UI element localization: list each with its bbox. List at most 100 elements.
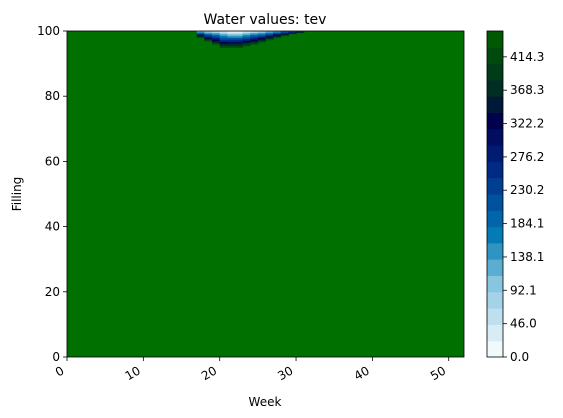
heatmap-cell bbox=[204, 39, 213, 42]
heatmap-cell bbox=[212, 37, 221, 40]
heatmap-cell bbox=[219, 33, 228, 36]
heatmap-cell bbox=[204, 34, 213, 37]
heatmap-cell bbox=[242, 36, 251, 39]
heatmap-cell bbox=[219, 39, 228, 42]
heatmap-cell bbox=[273, 31, 282, 33]
heatmap-cell bbox=[273, 31, 282, 34]
colorbar-frame bbox=[486, 30, 504, 358]
heatmap-cell bbox=[219, 43, 228, 46]
heatmap-cell bbox=[204, 35, 213, 38]
x-tick-label: 0 bbox=[53, 363, 67, 379]
heatmap-cell bbox=[250, 37, 259, 40]
heatmap-cell bbox=[250, 34, 259, 37]
heatmap-cell bbox=[227, 33, 236, 36]
heatmap-cell bbox=[250, 35, 259, 39]
colorbar-tick-label: 368.3 bbox=[510, 83, 544, 97]
heatmap-background bbox=[67, 31, 464, 357]
heatmap-cell bbox=[242, 38, 251, 41]
y-tick-label: 40 bbox=[45, 220, 60, 234]
heatmap-cell bbox=[227, 37, 236, 40]
heatmap-cell bbox=[257, 40, 267, 43]
colorbar-segment bbox=[487, 226, 503, 244]
heatmap-cell bbox=[204, 33, 213, 36]
colorbar-segment bbox=[487, 63, 503, 81]
colorbar-segment bbox=[487, 145, 503, 162]
heatmap-cell bbox=[257, 36, 267, 39]
x-tick-label: 10 bbox=[123, 363, 143, 383]
heatmap-cell bbox=[242, 40, 251, 43]
y-tick-label: 100 bbox=[37, 24, 60, 38]
heatmap-cell bbox=[250, 42, 259, 45]
heatmap-cell bbox=[242, 32, 251, 36]
x-tick-label: 20 bbox=[199, 363, 219, 383]
heatmap-cell bbox=[227, 41, 236, 44]
chart-title: Water values: tev bbox=[204, 12, 327, 28]
y-tick-label: 20 bbox=[45, 285, 60, 299]
heatmap-cell bbox=[212, 34, 221, 37]
heatmap-cell bbox=[196, 32, 206, 35]
heatmap-cell bbox=[196, 31, 206, 34]
heatmap-cell bbox=[265, 32, 274, 34]
colorbar-tick-label: 230.2 bbox=[510, 183, 544, 197]
heatmap-cell bbox=[265, 31, 274, 33]
heatmap-cell bbox=[219, 45, 228, 48]
heatmap-cell bbox=[234, 43, 244, 46]
heatmap-cell bbox=[219, 37, 228, 40]
heatmap-cell bbox=[250, 40, 259, 44]
heatmap-cell bbox=[273, 36, 282, 39]
heatmap-cell bbox=[257, 32, 267, 35]
heatmap-cell bbox=[212, 40, 221, 44]
heatmap-cell bbox=[234, 45, 244, 48]
colorbar-tick-label: 138.1 bbox=[510, 250, 544, 264]
heatmap-cell bbox=[219, 35, 228, 38]
heatmap-cell bbox=[250, 32, 259, 35]
colorbar-segment bbox=[487, 79, 503, 97]
heatmap-cell bbox=[227, 45, 236, 48]
heatmap-cell bbox=[212, 31, 221, 34]
colorbar-segment bbox=[487, 259, 503, 276]
heatmap-cell bbox=[234, 39, 244, 42]
heatmap-cell bbox=[227, 43, 236, 46]
heatmap-cell bbox=[242, 31, 251, 34]
colorbar-segment bbox=[487, 177, 503, 195]
heatmap-cell bbox=[257, 31, 267, 33]
heatmap-cell bbox=[280, 31, 290, 33]
heatmap-cell bbox=[242, 34, 251, 38]
heatmap-cell bbox=[250, 39, 259, 42]
colorbar-segment bbox=[487, 112, 503, 130]
heatmap-cell bbox=[273, 35, 282, 38]
y-tick-label: 0 bbox=[52, 350, 60, 364]
heatmap-cell bbox=[242, 43, 251, 47]
heatmap-cell bbox=[212, 39, 221, 42]
heatmap-cell bbox=[219, 31, 228, 34]
colorbar-tick-label: 46.0 bbox=[510, 317, 537, 331]
colorbar-tick-label: 322.2 bbox=[510, 117, 544, 131]
colorbar-segment bbox=[487, 31, 503, 48]
colorbar: 0.0 46.0 92.1 138.1 184.1 230.2 276.2 322.2 368.… bbox=[486, 30, 544, 364]
colorbar-tick-label: 276.2 bbox=[510, 150, 544, 164]
colorbar-tick-label: 414.3 bbox=[510, 50, 544, 64]
colorbar-segment bbox=[487, 291, 503, 309]
heatmap-cell bbox=[257, 35, 267, 37]
colorbar-tick-label: 184.1 bbox=[510, 217, 544, 231]
heatmap-cell bbox=[257, 33, 267, 36]
heatmap-cell bbox=[219, 41, 228, 44]
heatmap-cell bbox=[196, 35, 206, 37]
heatmap-cell bbox=[212, 32, 221, 35]
y-tick-label: 60 bbox=[45, 154, 60, 168]
heatmap-cell bbox=[265, 35, 274, 38]
heatmap-cell bbox=[204, 38, 213, 41]
heatmap-cell bbox=[257, 39, 267, 42]
heatmap-cell bbox=[196, 33, 206, 35]
heatmap-cell bbox=[234, 31, 244, 34]
colorbar-segment bbox=[487, 47, 503, 65]
heatmap-cell bbox=[204, 31, 213, 33]
heatmap-cell bbox=[273, 35, 282, 37]
heatmap-cell bbox=[273, 33, 282, 35]
colorbar-segment bbox=[487, 242, 503, 260]
heatmap-cell bbox=[196, 31, 206, 33]
x-tick-label: 30 bbox=[275, 363, 295, 383]
heatmap-cell bbox=[234, 41, 244, 44]
heatmap-cell bbox=[196, 34, 206, 36]
